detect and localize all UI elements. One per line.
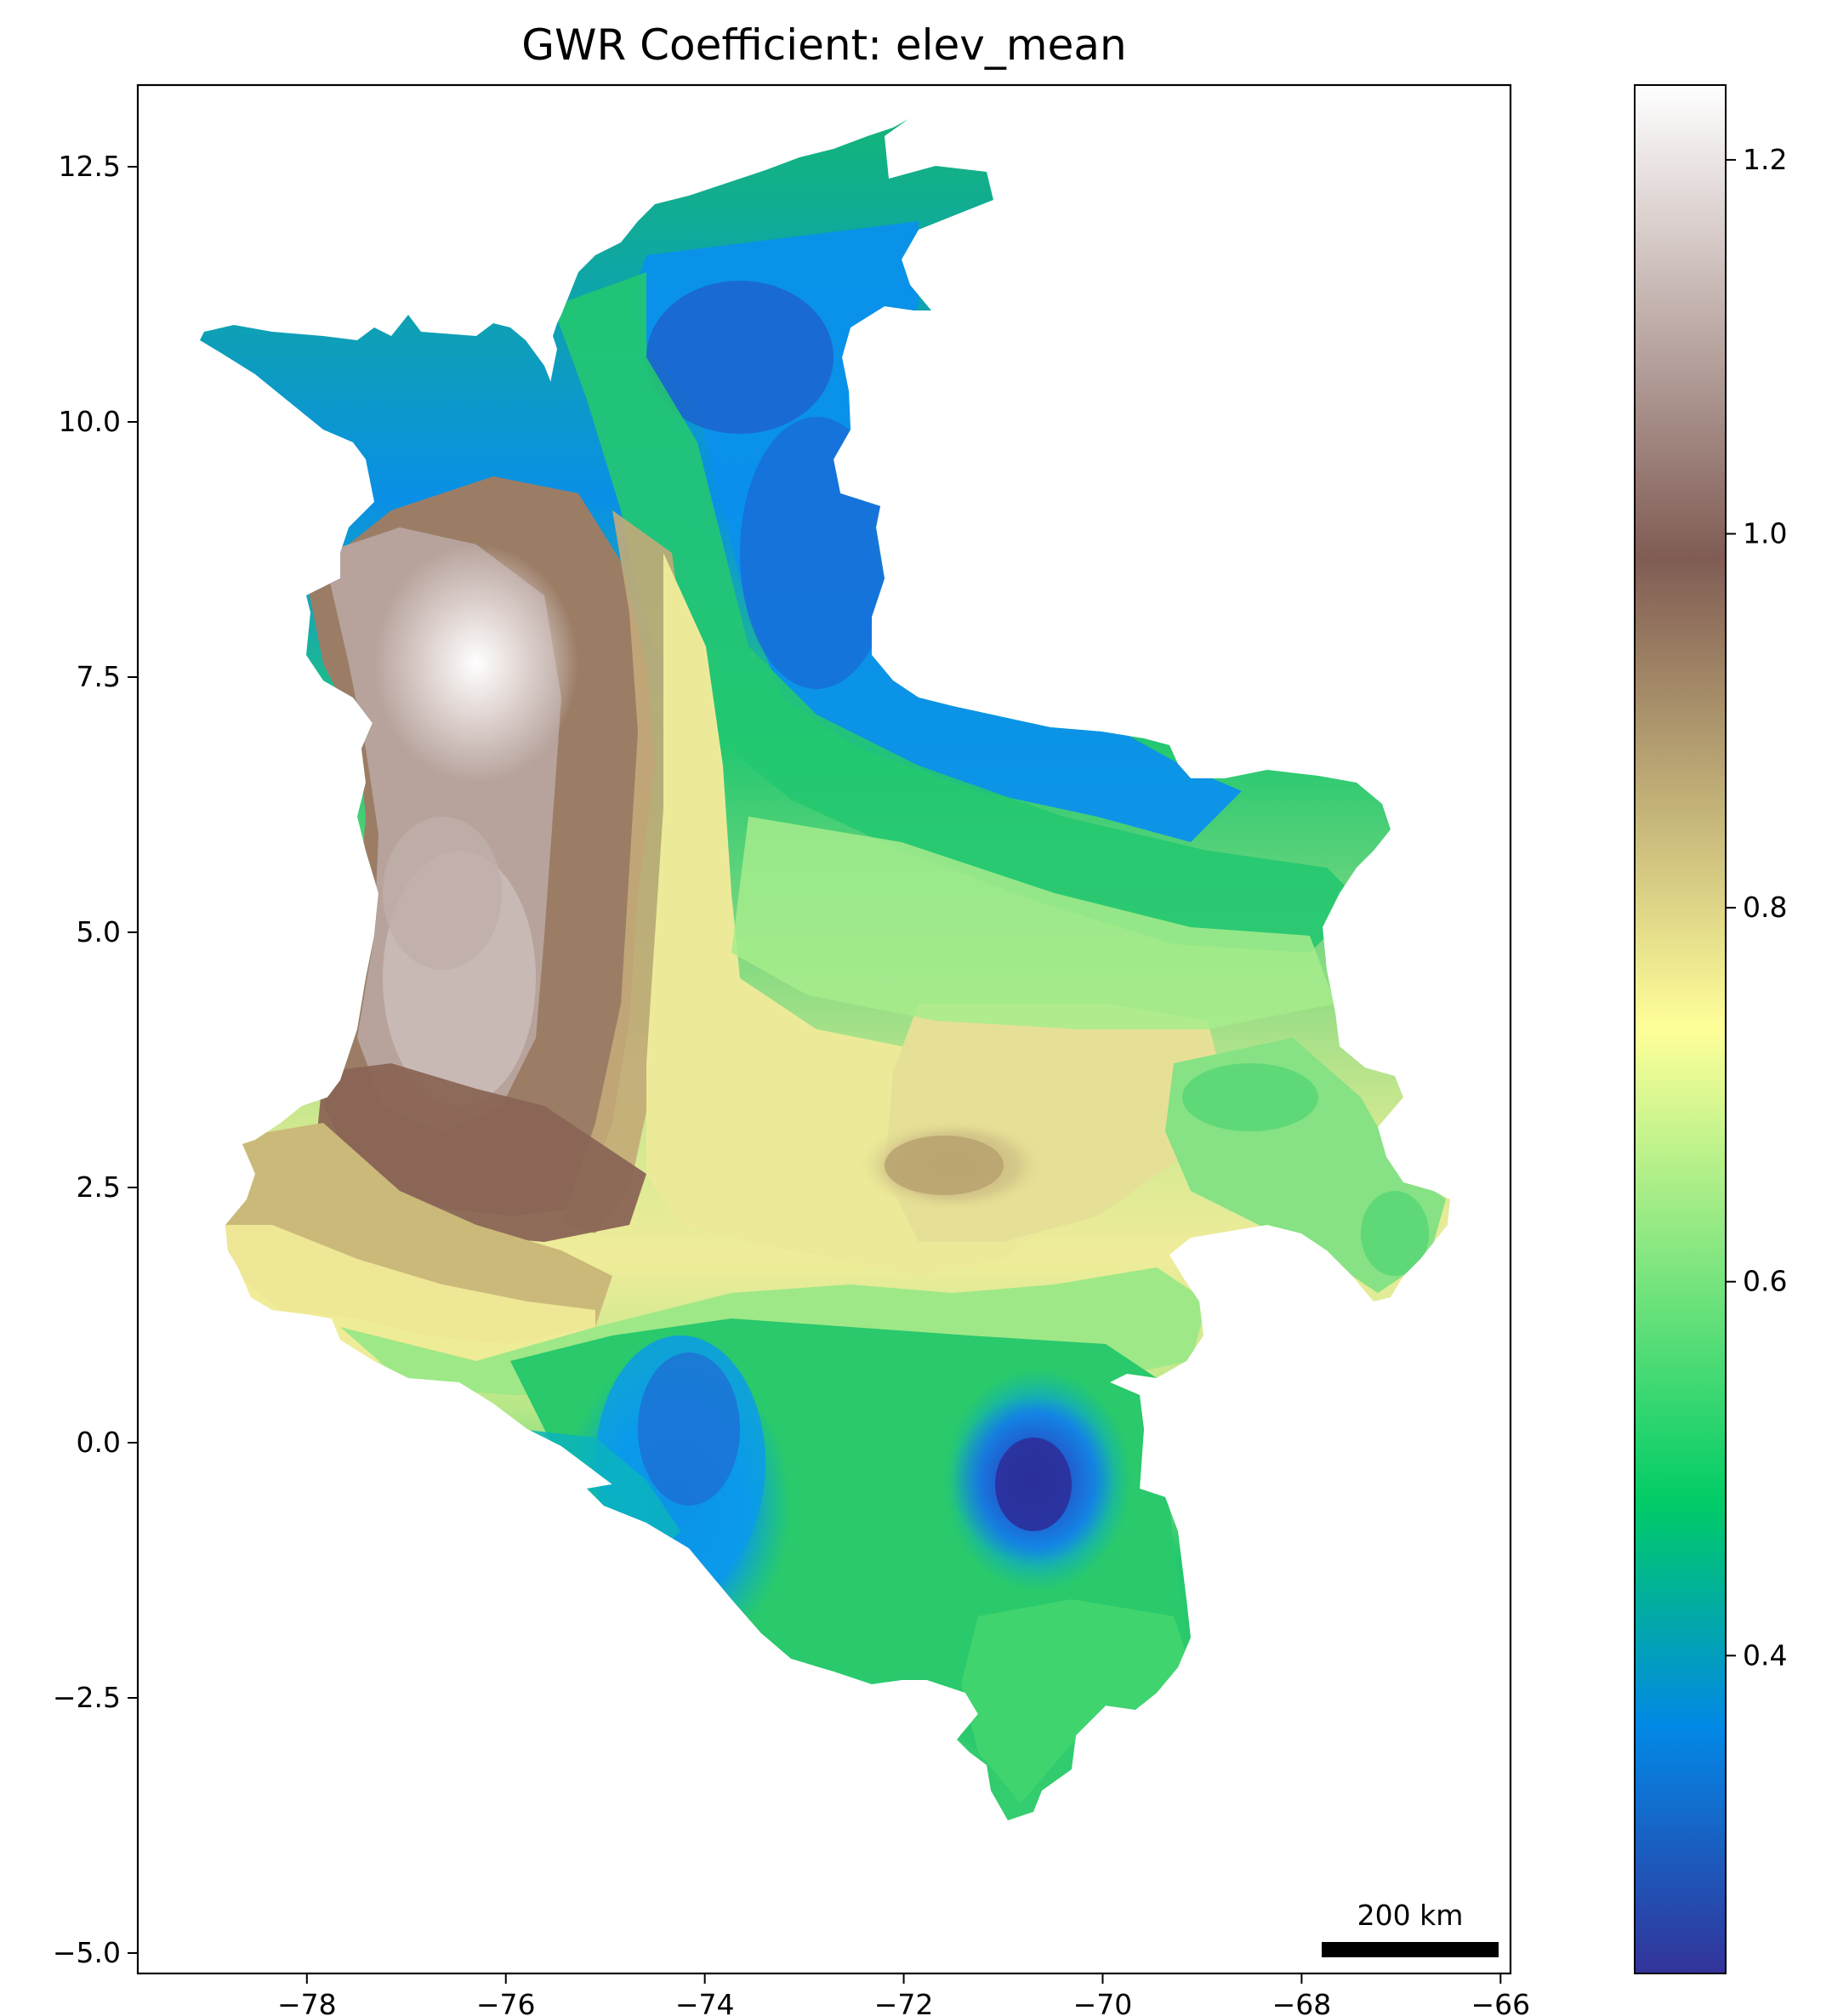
scale-bar-line — [1322, 1942, 1499, 1957]
colorbar-tick-label: 1.0 — [1743, 517, 1787, 550]
colorbar-gradient — [1634, 84, 1727, 1974]
colorbar-tick-label: 0.8 — [1743, 891, 1787, 924]
y-tick-label: 5.0 — [77, 915, 121, 948]
y-tick-label: 0.0 — [77, 1426, 121, 1459]
y-tick-label: 7.5 — [77, 660, 121, 693]
x-tick-label: −74 — [675, 1988, 735, 2016]
y-axis: −5.0 −2.5 0.0 2.5 5.0 7.5 10.0 12.5 — [53, 150, 138, 1969]
x-tick-label: −70 — [1073, 1988, 1133, 2016]
region-white-peak — [374, 544, 578, 783]
y-tick-label: 12.5 — [59, 150, 121, 183]
colorbar-ticks: 0.4 0.6 0.8 1.0 1.2 — [1726, 143, 1787, 1671]
y-tick-label: 10.0 — [59, 405, 121, 438]
region-orinoquia-north — [731, 817, 1335, 1029]
region-amazonas-south — [961, 1599, 1191, 1803]
scale-bar-label: 200 km — [1357, 1899, 1464, 1932]
chart-title: GWR Coefficient: elev_mean — [521, 20, 1126, 70]
colorbar-tick-label: 0.4 — [1743, 1638, 1787, 1671]
scale-bar: 200 km — [1322, 1899, 1499, 1957]
y-tick-label: 2.5 — [77, 1170, 121, 1204]
x-tick-label: −66 — [1471, 1988, 1530, 2016]
x-tick-label: −72 — [874, 1988, 934, 2016]
x-tick-label: −68 — [1272, 1988, 1332, 2016]
y-tick-label: −5.0 — [53, 1936, 121, 1969]
colorbar-tick-label: 1.2 — [1743, 143, 1787, 176]
colorbar-tick-label: 0.6 — [1743, 1265, 1787, 1298]
x-tick-label: −76 — [476, 1988, 536, 2016]
colorbar: 0.4 0.6 0.8 1.0 1.2 — [1634, 84, 1787, 1974]
x-tick-label: −78 — [277, 1988, 337, 2016]
y-tick-label: −2.5 — [53, 1681, 121, 1714]
x-axis: −78 −76 −74 −72 −70 −68 −66 — [277, 1973, 1530, 2016]
